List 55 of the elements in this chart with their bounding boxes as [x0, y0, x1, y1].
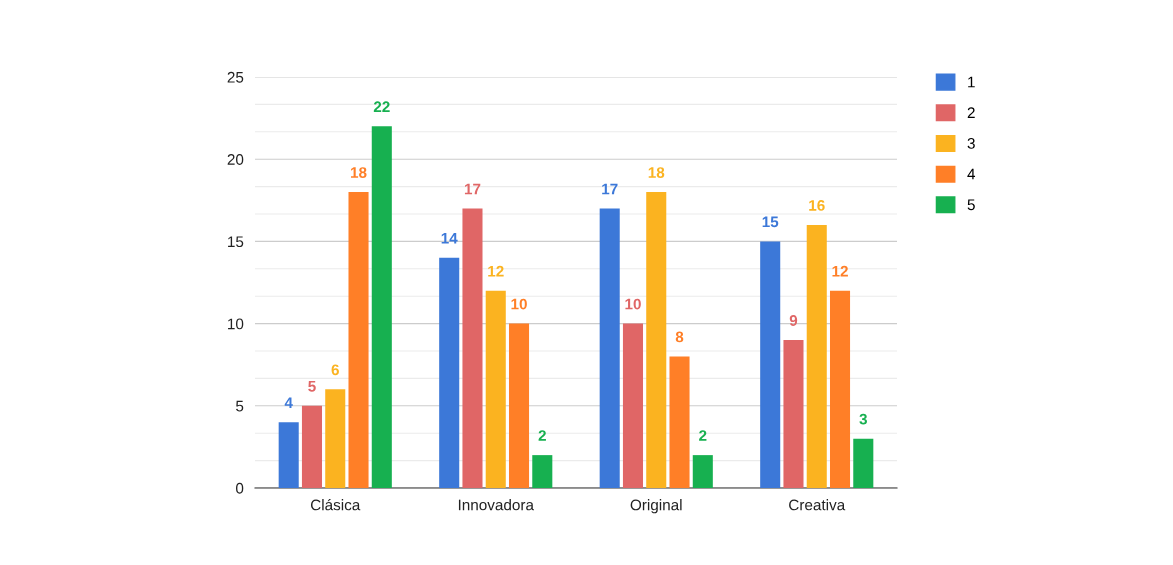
data-label: 5 [308, 381, 316, 392]
legend-label: 1 [968, 76, 975, 88]
data-label: 2 [538, 430, 546, 441]
bar [439, 257, 460, 488]
legend-label: 2 [967, 107, 975, 118]
bar [622, 323, 644, 488]
bar [829, 290, 851, 488]
bar [301, 405, 323, 488]
y-tick-label: 5 [236, 400, 244, 412]
legend-label: 4 [967, 168, 976, 180]
bar [485, 290, 506, 488]
data-label: 18 [350, 167, 367, 178]
data-label: 15 [762, 216, 779, 228]
bar [532, 455, 553, 488]
bar [806, 224, 827, 488]
bar [692, 455, 713, 488]
data-label: 6 [331, 364, 339, 376]
data-label: 16 [809, 200, 825, 211]
data-label: 17 [464, 183, 481, 195]
bar [669, 356, 690, 488]
bar [462, 208, 483, 488]
y-tick-label: 15 [228, 236, 244, 248]
bar [371, 126, 392, 488]
bar [508, 323, 530, 488]
y-tick-label: 0 [235, 482, 244, 494]
legend-label: 3 [967, 137, 975, 149]
bar [853, 438, 874, 488]
y-tick-label: 10 [228, 318, 244, 330]
data-label: 12 [488, 265, 504, 277]
y-tick-label: 20 [227, 154, 244, 165]
data-label: 17 [602, 183, 618, 195]
data-label: 4 [284, 397, 293, 408]
x-tick-label: Creativa [789, 499, 846, 511]
data-label: 9 [789, 315, 798, 326]
data-label: 10 [625, 298, 641, 310]
data-label: 8 [675, 331, 684, 343]
y-tick-label: 25 [227, 71, 244, 83]
x-tick-label: Original [630, 499, 682, 514]
data-label: 2 [699, 430, 707, 441]
data-label: 18 [648, 167, 665, 178]
bar [348, 192, 369, 488]
data-label: 3 [859, 413, 867, 425]
bar [760, 241, 781, 488]
data-label: 14 [441, 233, 458, 244]
data-label: 22 [373, 101, 390, 113]
bar [325, 389, 346, 488]
data-label: 12 [832, 265, 848, 277]
bar [783, 340, 804, 488]
bar [599, 208, 620, 488]
bar [646, 192, 667, 488]
legend-label: 5 [967, 199, 975, 211]
x-tick-label: Innovadora [458, 499, 534, 511]
data-label: 10 [511, 298, 527, 310]
bar [278, 422, 299, 488]
x-tick-label: Clásica [310, 498, 361, 511]
